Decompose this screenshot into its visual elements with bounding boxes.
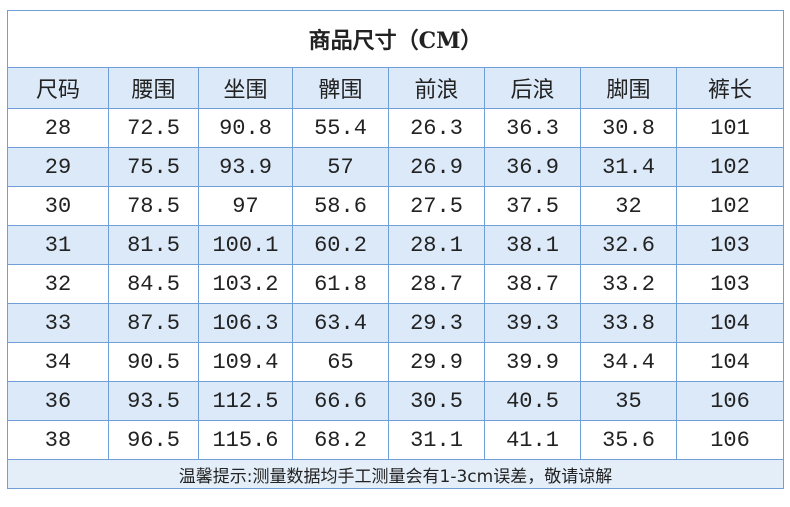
- data-cell: 34: [7, 342, 109, 382]
- data-cell: 31: [7, 225, 109, 265]
- header-cell: 前浪: [388, 67, 485, 109]
- data-cell: 103: [676, 225, 784, 265]
- data-row: 32 84.5 103.2 61.8 28.7 38.7 33.2 103: [7, 264, 784, 304]
- header-cell: 腰围: [108, 67, 199, 109]
- data-cell: 30: [7, 186, 109, 226]
- header-cell: 髀围: [292, 67, 389, 109]
- data-cell: 100.1: [198, 225, 293, 265]
- data-cell: 28.1: [388, 225, 485, 265]
- title-row: 商品尺寸（CM）: [7, 10, 784, 68]
- data-cell: 103.2: [198, 264, 293, 304]
- footnote: 温馨提示:测量数据均手工测量会有1-3cm误差，敬请谅解: [7, 459, 784, 489]
- table-title: 商品尺寸（CM）: [7, 10, 784, 68]
- data-row: 28 72.5 90.8 55.4 26.3 36.3 30.8 101: [7, 108, 784, 148]
- header-cell: 脚围: [580, 67, 677, 109]
- data-cell: 106: [676, 420, 784, 460]
- header-cell: 坐围: [198, 67, 293, 109]
- data-cell: 106.3: [198, 303, 293, 343]
- data-cell: 35: [580, 381, 677, 421]
- header-row: 尺码 腰围 坐围 髀围 前浪 后浪 脚围 裤长: [7, 67, 784, 109]
- data-row: 33 87.5 106.3 63.4 29.3 39.3 33.8 104: [7, 303, 784, 343]
- data-cell: 29.3: [388, 303, 485, 343]
- data-cell: 38.1: [484, 225, 581, 265]
- data-cell: 102: [676, 147, 784, 187]
- data-row: 31 81.5 100.1 60.2 28.1 38.1 32.6 103: [7, 225, 784, 265]
- data-cell: 30.8: [580, 108, 677, 148]
- header-cell: 裤长: [676, 67, 784, 109]
- data-row: 38 96.5 115.6 68.2 31.1 41.1 35.6 106: [7, 420, 784, 460]
- data-cell: 36.9: [484, 147, 581, 187]
- data-cell: 61.8: [292, 264, 389, 304]
- data-cell: 31.1: [388, 420, 485, 460]
- data-cell: 90.8: [198, 108, 293, 148]
- data-cell: 60.2: [292, 225, 389, 265]
- data-cell: 58.6: [292, 186, 389, 226]
- data-cell: 39.9: [484, 342, 581, 382]
- data-cell: 106: [676, 381, 784, 421]
- footnote-row: 温馨提示:测量数据均手工测量会有1-3cm误差，敬请谅解: [7, 459, 784, 489]
- data-cell: 87.5: [108, 303, 199, 343]
- data-cell: 27.5: [388, 186, 485, 226]
- data-cell: 40.5: [484, 381, 581, 421]
- data-row: 29 75.5 93.9 57 26.9 36.9 31.4 102: [7, 147, 784, 187]
- data-cell: 41.1: [484, 420, 581, 460]
- data-cell: 29.9: [388, 342, 485, 382]
- data-cell: 102: [676, 186, 784, 226]
- data-cell: 32.6: [580, 225, 677, 265]
- data-row: 30 78.5 97 58.6 27.5 37.5 32 102: [7, 186, 784, 226]
- data-cell: 26.9: [388, 147, 485, 187]
- header-cell: 后浪: [484, 67, 581, 109]
- data-cell: 93.9: [198, 147, 293, 187]
- data-cell: 29: [7, 147, 109, 187]
- data-cell: 103: [676, 264, 784, 304]
- data-cell: 75.5: [108, 147, 199, 187]
- data-cell: 28: [7, 108, 109, 148]
- data-cell: 57: [292, 147, 389, 187]
- data-cell: 35.6: [580, 420, 677, 460]
- data-cell: 93.5: [108, 381, 199, 421]
- data-cell: 97: [198, 186, 293, 226]
- data-cell: 81.5: [108, 225, 199, 265]
- data-cell: 115.6: [198, 420, 293, 460]
- data-cell: 38: [7, 420, 109, 460]
- data-cell: 37.5: [484, 186, 581, 226]
- data-cell: 68.2: [292, 420, 389, 460]
- data-cell: 90.5: [108, 342, 199, 382]
- data-cell: 84.5: [108, 264, 199, 304]
- data-cell: 109.4: [198, 342, 293, 382]
- data-cell: 34.4: [580, 342, 677, 382]
- size-table: 商品尺寸（CM） 尺码 腰围 坐围 髀围 前浪 后浪 脚围 裤长 28 72.5 90.8 55.4 26…: [7, 10, 784, 489]
- data-cell: 32: [580, 186, 677, 226]
- data-cell: 30.5: [388, 381, 485, 421]
- data-row: 36 93.5 112.5 66.6 30.5 40.5 35 106: [7, 381, 784, 421]
- data-cell: 36.3: [484, 108, 581, 148]
- size-table-container: 商品尺寸（CM） 尺码 腰围 坐围 髀围 前浪 后浪 脚围 裤长 28 72.5 90.8 55.4 26…: [7, 10, 784, 489]
- data-cell: 36: [7, 381, 109, 421]
- data-row: 34 90.5 109.4 65 29.9 39.9 34.4 104: [7, 342, 784, 382]
- header-cell: 尺码: [7, 67, 109, 109]
- data-cell: 39.3: [484, 303, 581, 343]
- data-cell: 33: [7, 303, 109, 343]
- data-cell: 96.5: [108, 420, 199, 460]
- data-cell: 55.4: [292, 108, 389, 148]
- data-cell: 104: [676, 342, 784, 382]
- data-cell: 112.5: [198, 381, 293, 421]
- data-cell: 26.3: [388, 108, 485, 148]
- data-cell: 65: [292, 342, 389, 382]
- data-cell: 72.5: [108, 108, 199, 148]
- data-cell: 78.5: [108, 186, 199, 226]
- data-cell: 63.4: [292, 303, 389, 343]
- data-cell: 101: [676, 108, 784, 148]
- data-cell: 28.7: [388, 264, 485, 304]
- data-cell: 32: [7, 264, 109, 304]
- data-cell: 33.2: [580, 264, 677, 304]
- data-cell: 66.6: [292, 381, 389, 421]
- data-cell: 104: [676, 303, 784, 343]
- data-cell: 33.8: [580, 303, 677, 343]
- data-cell: 31.4: [580, 147, 677, 187]
- data-cell: 38.7: [484, 264, 581, 304]
